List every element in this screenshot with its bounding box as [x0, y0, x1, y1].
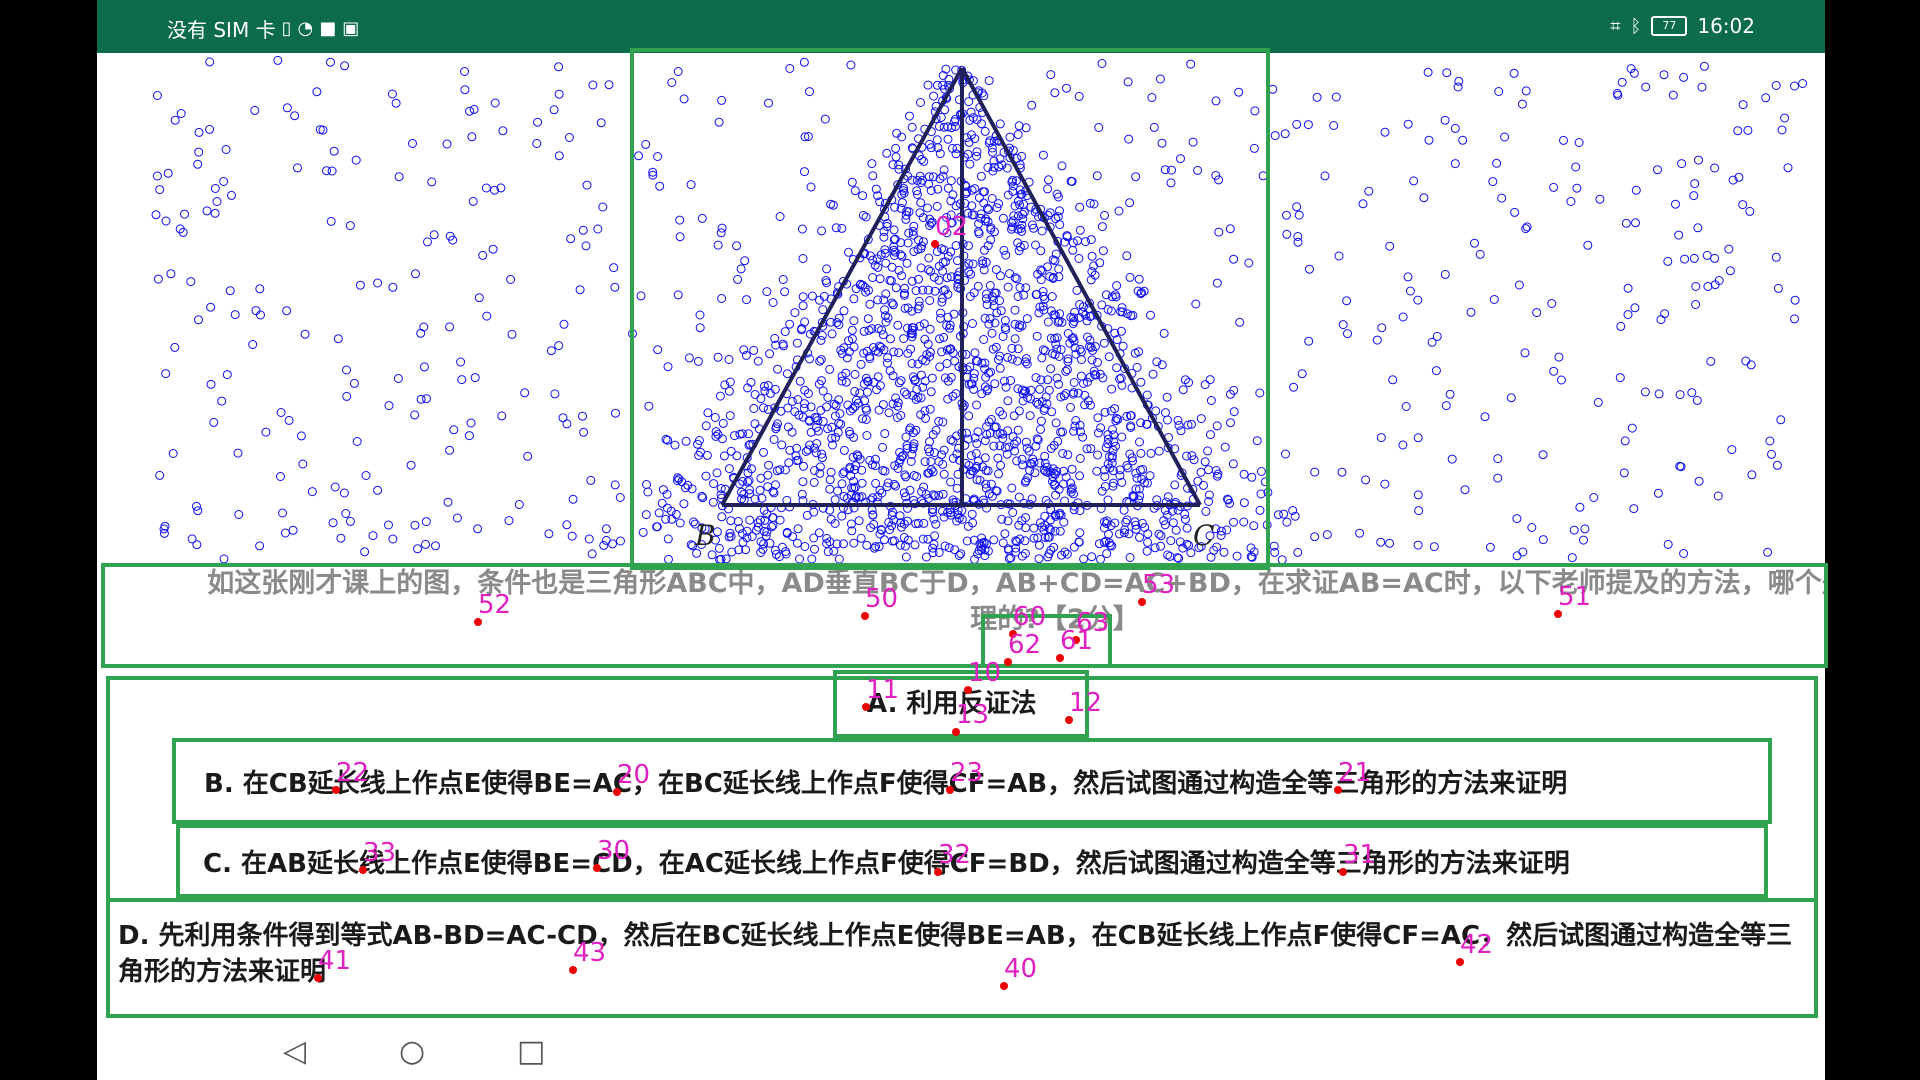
annotation-label: 20 [617, 760, 651, 790]
back-button[interactable]: ◁ [283, 1034, 307, 1069]
annotation-label: 12 [1069, 688, 1103, 718]
annotation-dot [1456, 958, 1464, 966]
annotation-label: 21 [1338, 758, 1372, 788]
annotation-label: 11 [866, 675, 900, 705]
annotation-dot [1056, 654, 1064, 662]
annotation-label: 40 [1004, 954, 1038, 984]
aoi-option-b-box [172, 738, 1772, 824]
annotation-label: 23 [950, 758, 984, 788]
app-icon: ■ [319, 18, 337, 39]
annotation-label: 50 [865, 584, 899, 614]
aoi-option-d-box [106, 898, 1818, 1018]
aoi-score-box [981, 614, 1112, 668]
status-right: ⌗ ᛒ 77 16:02 [1610, 14, 1755, 38]
annotation-dot [332, 786, 340, 794]
annotation-dot [1000, 982, 1008, 990]
annotation-dot [359, 866, 367, 874]
annotation-label: 32 [938, 840, 972, 870]
annotation-dot [474, 618, 482, 626]
annotation-label: 22 [336, 758, 370, 788]
annotation-dot [1009, 630, 1017, 638]
annotation-dot [1072, 636, 1080, 644]
bluetooth-icon: ᛒ [1630, 15, 1642, 37]
annotation-dot [1065, 716, 1073, 724]
sim-icon: ▯ [281, 18, 292, 39]
notification-icon: ▣ [342, 18, 360, 39]
annotation-dot [1554, 610, 1562, 618]
aoi-option-c-box [176, 824, 1768, 898]
home-button[interactable]: ○ [399, 1034, 426, 1069]
wifi-icon: ◔ [297, 18, 314, 39]
option-b[interactable]: B. 在CB延长线上作点E使得BE=AC，在BC延长线上作点F使得CF=AB，然… [204, 769, 1568, 799]
status-left: 没有 SIM 卡 ▯ ◔ ■ ▣ [167, 14, 359, 43]
annotation-dot [569, 966, 577, 974]
nav-bar: ◁ ○ □ [97, 1020, 1825, 1080]
annotation-label: 30 [597, 836, 631, 866]
annotation-label: 02 [935, 212, 969, 242]
annotation-dot [1138, 598, 1146, 606]
annotation-label: 62 [1008, 630, 1042, 660]
annotation-label: 52 [478, 590, 512, 620]
battery-icon: 77 [1651, 16, 1688, 36]
annotation-dot [931, 240, 939, 248]
annotation-dot [934, 868, 942, 876]
annotation-label: 42 [1460, 930, 1494, 960]
annotation-dot [861, 612, 869, 620]
option-d[interactable]: D. 先利用条件得到等式AB-BD=AC-CD，然后在BC延长线上作点E使得BE… [118, 921, 1793, 987]
annotation-dot [946, 786, 954, 794]
annotation-dot [1339, 868, 1347, 876]
annotation-dot [593, 864, 601, 872]
annotation-dot [1004, 658, 1012, 666]
annotation-dot [862, 703, 870, 711]
annotation-label: 51 [1558, 582, 1592, 612]
recents-button[interactable]: □ [517, 1034, 546, 1069]
status-bar: 没有 SIM 卡 ▯ ◔ ■ ▣ ⌗ ᛒ 77 16:02 [97, 0, 1825, 53]
annotation-label: 33 [363, 838, 397, 868]
carrier-text: 没有 SIM 卡 [167, 18, 276, 42]
annotation-dot [964, 686, 972, 694]
clock: 16:02 [1697, 14, 1755, 38]
annotation-dot [613, 788, 621, 796]
annotation-label: 43 [573, 938, 607, 968]
aoi-question-box [101, 563, 1828, 668]
annotation-dot [314, 974, 322, 982]
cast-icon: ⌗ [1610, 15, 1621, 37]
aoi-figure-box [630, 48, 1270, 570]
question-text: 如这张刚才课上的图，条件也是三角形ABC中，AD垂直BC于D，AB+CD=AC+… [207, 568, 1825, 635]
annotation-label: 31 [1343, 840, 1377, 870]
annotation-label: 53 [1142, 570, 1176, 600]
annotation-label: 63 [1076, 608, 1110, 638]
annotation-label: 60 [1013, 602, 1047, 632]
annotation-dot [952, 728, 960, 736]
aoi-option-a-box [833, 670, 1089, 738]
annotation-label: 61 [1060, 626, 1094, 656]
annotation-label: 13 [956, 700, 990, 730]
annotation-label: 41 [318, 946, 352, 976]
annotation-label: 10 [968, 658, 1002, 688]
annotation-dot [1334, 786, 1342, 794]
option-a[interactable]: A. 利用反证法 [867, 689, 1037, 719]
